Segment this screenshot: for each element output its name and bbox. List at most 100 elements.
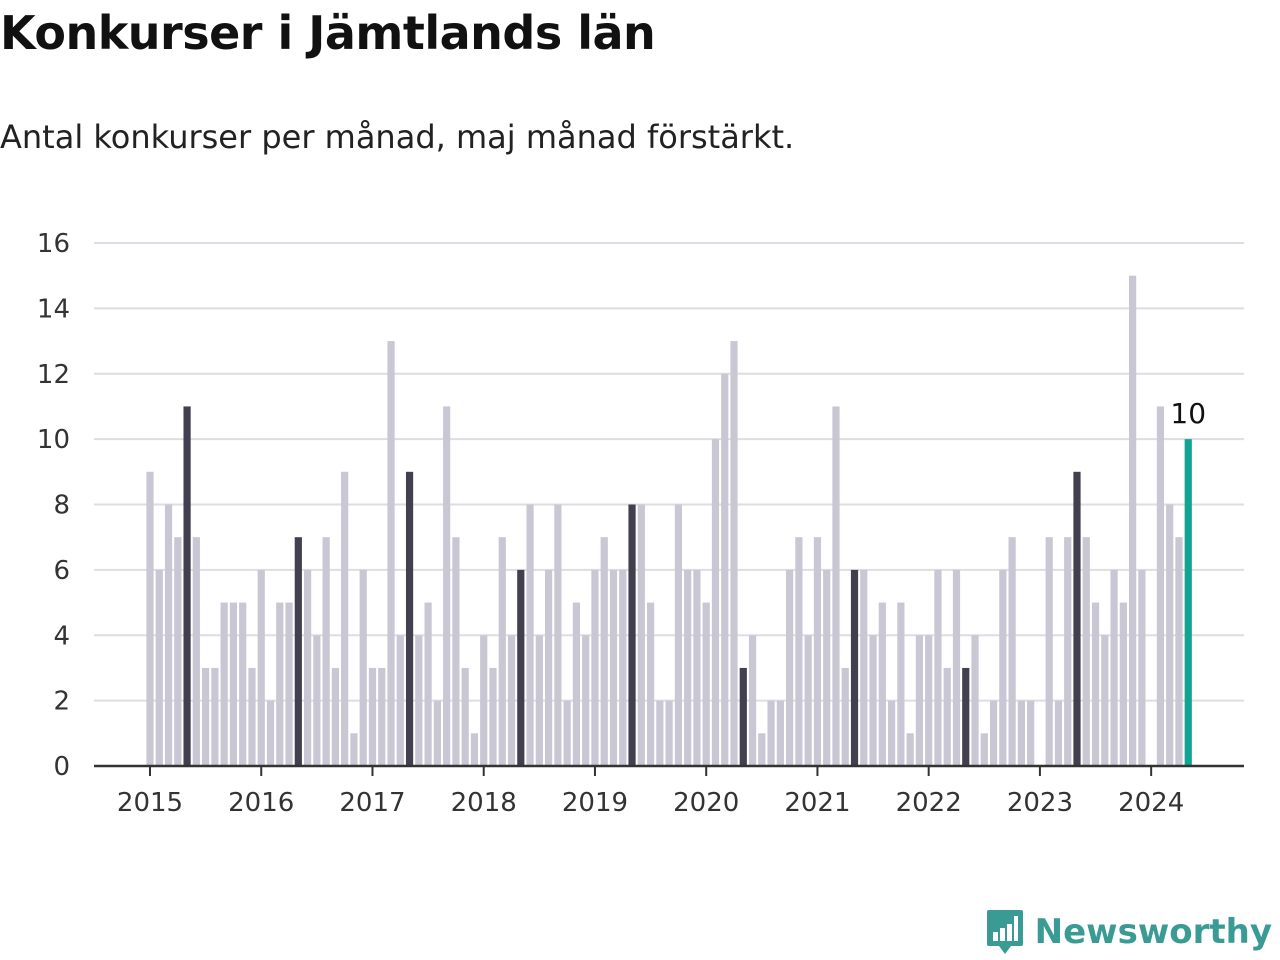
bar: [1054, 700, 1063, 767]
bar: [452, 537, 460, 766]
bar: [322, 537, 330, 766]
bar: [526, 504, 534, 766]
bar: [878, 602, 886, 766]
bar: [229, 602, 238, 766]
bar: [841, 667, 849, 766]
bar: [164, 504, 173, 766]
x-tick-label: 2023: [1007, 788, 1073, 818]
bar: [415, 635, 423, 766]
y-axis-ticks: 0 2 4 6 8 10 12 14 16: [37, 229, 70, 782]
y-tick-label: 14: [37, 294, 70, 324]
x-tick-label: 2022: [896, 788, 962, 818]
bar: [470, 733, 479, 766]
bar: [637, 504, 645, 766]
y-tick-label: 0: [53, 752, 70, 782]
bar: [795, 537, 803, 766]
x-tick-label: 2018: [451, 788, 517, 818]
bar: [582, 635, 590, 766]
bar: [591, 569, 599, 767]
bar: [1184, 439, 1192, 767]
bar: [888, 700, 896, 767]
bar: [350, 733, 358, 766]
y-tick-label: 16: [37, 229, 70, 259]
bar: [535, 635, 543, 766]
y-tick-label: 4: [53, 621, 70, 651]
bar: [971, 635, 979, 766]
bar: [554, 504, 562, 766]
y-tick-label: 8: [53, 491, 70, 521]
bar: [202, 667, 210, 766]
bar: [1027, 700, 1035, 767]
bar: [1073, 471, 1081, 766]
bar: [999, 569, 1007, 767]
bar: [897, 602, 905, 766]
bar: [248, 667, 256, 766]
bar: [767, 700, 775, 767]
bar: [257, 569, 265, 767]
bar: [989, 700, 998, 767]
bar: [869, 635, 877, 766]
bar: [313, 635, 321, 766]
bar: [1082, 537, 1090, 766]
bar: [1166, 504, 1174, 766]
bar: [832, 406, 840, 766]
bars: [146, 275, 1192, 767]
bar: [850, 569, 859, 767]
bar: [934, 569, 942, 767]
brand-name: Newsworthy: [1034, 912, 1272, 952]
bar: [498, 537, 506, 766]
bar: [925, 635, 933, 766]
gridlines: [94, 242, 1244, 702]
bar: [860, 569, 868, 767]
bar: [239, 602, 247, 766]
bar: [684, 569, 692, 767]
bar: [174, 537, 182, 766]
x-tick-label: 2017: [339, 788, 405, 818]
brand-logo: Newsworthy: [985, 908, 1272, 956]
bar: [266, 700, 275, 767]
bar: [656, 700, 664, 767]
x-axis: 2015 2016 2017 2018 2019 2020 2021 2022 2023 2024: [94, 764, 1244, 818]
bar: [405, 471, 414, 766]
bar: [776, 700, 784, 767]
bar: [1008, 537, 1016, 766]
y-tick-label: 6: [53, 556, 70, 586]
bar: [1129, 275, 1137, 766]
bar: [489, 667, 497, 766]
bar: [387, 341, 395, 766]
bar: [155, 569, 163, 767]
bar: [1045, 537, 1053, 766]
bar: [331, 667, 339, 766]
bar: [628, 504, 636, 766]
bar: [192, 537, 200, 766]
bar: [517, 569, 525, 767]
bar: [600, 537, 608, 766]
bar: [368, 667, 377, 766]
x-tick-label: 2021: [784, 788, 850, 818]
bar: [813, 537, 822, 766]
bar: [730, 341, 738, 766]
bar: [341, 471, 349, 766]
bar: [303, 569, 312, 767]
bar-chart-speech-bubble-icon: [986, 910, 1023, 954]
bar: [507, 635, 516, 766]
bar: [545, 569, 553, 767]
x-tick-label: 2015: [117, 788, 183, 818]
bar: [276, 602, 284, 766]
bar: [1064, 537, 1072, 766]
bar: [943, 667, 951, 766]
bar: [378, 667, 386, 766]
chart-title: Konkurser i Jämtlands län: [0, 6, 656, 60]
bar: [211, 667, 219, 766]
bar: [758, 733, 766, 766]
x-tick-label: 2019: [562, 788, 628, 818]
bar: [1175, 537, 1183, 766]
bar: [572, 602, 581, 766]
latest-value-label: 10: [1170, 397, 1206, 430]
bar: [1101, 635, 1109, 766]
x-tick-label: 2020: [673, 788, 739, 818]
bar: [294, 537, 302, 766]
bar: [443, 406, 451, 766]
bar: [1017, 700, 1025, 767]
bar: [183, 406, 191, 766]
